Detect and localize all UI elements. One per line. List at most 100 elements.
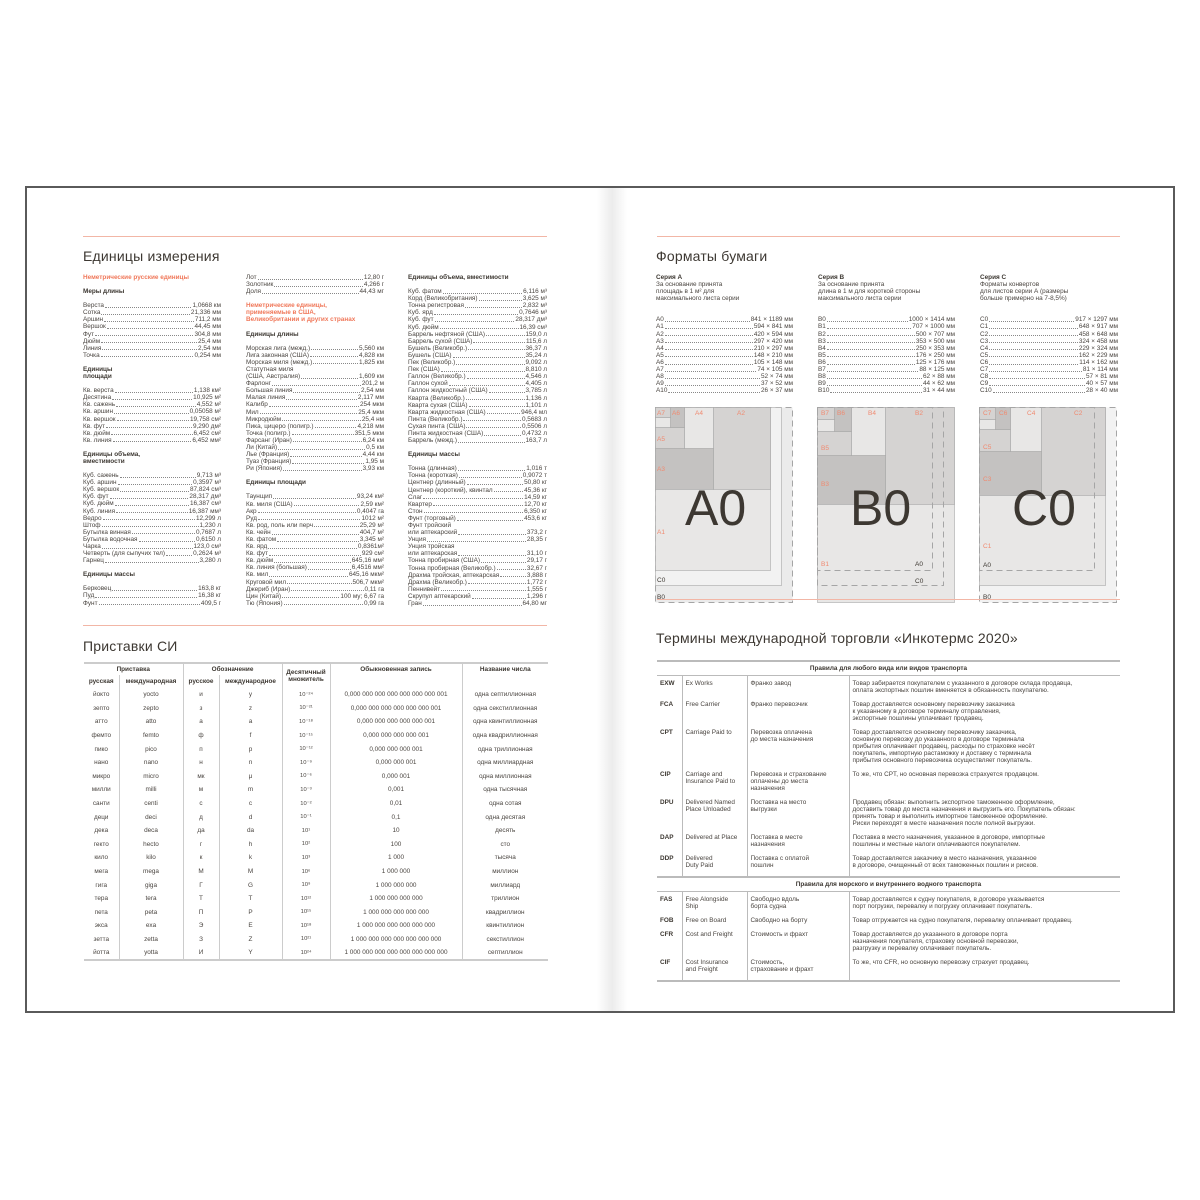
unit-row: Центнер (короткий), квинтал 45,36 кг	[408, 487, 547, 494]
unit-name: B7	[818, 366, 826, 374]
si-cell: П	[182, 905, 219, 920]
unit-name: A5	[656, 351, 664, 359]
unit-value: 210 × 297 мм	[753, 344, 793, 352]
si-cell: да	[182, 823, 219, 838]
unit-value: 324 × 458 мм	[1078, 337, 1118, 345]
unit-name: Пинта (Великобр.)	[408, 415, 463, 423]
incoterms-group-header: Правила для любого вида или видов трансп…	[657, 660, 1120, 676]
unit-row: A0 841 × 1189 мм	[656, 316, 793, 323]
unit-name: Баррель сухой (США)	[408, 337, 473, 345]
unit-value: 0,99 га	[364, 599, 384, 607]
unit-row: Унция 28,35 г	[408, 536, 547, 543]
unit-value: 6,452 см²	[193, 429, 222, 437]
dot-leader	[471, 597, 526, 599]
si-cell: 10⁻¹	[281, 810, 330, 824]
unit-value: 3,888 г	[526, 571, 547, 579]
unit-row: Фарлонг 201,2 м	[246, 380, 384, 387]
si-cell: микро	[92, 772, 111, 780]
dot-leader	[313, 363, 359, 365]
dot-leader	[166, 554, 193, 556]
si-cell: Г	[182, 878, 219, 892]
unit-value: 162 × 229 мм	[1078, 351, 1118, 359]
unit-value: 711,2 мм	[194, 316, 221, 324]
unit-value: 19,758 см²	[189, 415, 221, 423]
series-title: Серия A	[656, 274, 683, 281]
format-label: B1	[821, 561, 829, 568]
si-row: гекто hecto г h 10² 100 сто	[84, 837, 548, 852]
unit-name: Кв. мил	[246, 571, 269, 579]
format-label: A0	[983, 562, 991, 569]
incoterm-row: FOB Free on Board Свободно на борту Товар о…	[657, 917, 1120, 931]
si-cell: 10³	[281, 851, 330, 865]
format-label: B0	[983, 594, 991, 601]
unit-name: A2	[656, 330, 664, 338]
incoterm-row: CIP Carriage and Insurance Paid to Перевозк…	[657, 771, 1120, 799]
dot-leader	[442, 292, 523, 294]
unit-value: 100 му; 6,67 га	[340, 592, 384, 600]
unit-name: Бушель (США)	[408, 351, 452, 359]
unit-value: 458 × 648 мм	[1078, 330, 1118, 338]
unit-name: Стон	[408, 507, 423, 515]
unit-name: Кв. дюйм	[83, 429, 111, 437]
unit-row: Точка 0,254 мм	[83, 352, 221, 359]
unit-name: C0	[980, 316, 989, 324]
incoterms-table: Правила для любого вида или видов трансп…	[657, 660, 1120, 982]
incoterm-desc: Поставка в место назначения, указанное в…	[848, 834, 1120, 855]
unit-value: 114 × 162 мм	[1079, 358, 1118, 366]
unit-value: 1,016 т	[526, 465, 547, 473]
dot-leader	[468, 406, 525, 408]
dot-leader	[116, 512, 188, 514]
unit-value: 44 × 62 мм	[922, 380, 955, 388]
dot-leader	[989, 377, 1085, 379]
si-row: тера tera Т T 10¹² 1 000 000 000 000 триллион	[84, 891, 548, 906]
si-cell: 0,000 000 000 000 001	[329, 728, 462, 743]
si-cell: 10¹²	[281, 891, 330, 906]
dot-leader	[301, 377, 359, 379]
dot-leader	[291, 434, 354, 436]
si-cell: deca	[118, 823, 183, 838]
unit-name: B5	[818, 351, 826, 359]
unit-row: Пек (Великобр.) 9,092 л	[408, 359, 547, 366]
unit-row: Вершок 44,45 мм	[83, 323, 221, 330]
unit-value: 645,16 мм²	[351, 557, 384, 565]
unit-name: Сухая пинта (США)	[408, 422, 466, 430]
dot-leader	[282, 420, 361, 422]
unit-row: Статутная миля	[246, 366, 384, 373]
unit-row: Фунт тройский	[408, 522, 547, 529]
unit-value: 2,59 км²	[360, 500, 384, 508]
unit-row: Пинта жидкостная (США) 0,4732 л	[408, 430, 547, 437]
unit-name: Баррель (межд.)	[408, 437, 457, 445]
incoterm-ru: Перевозка и страхование оплачены до места…	[746, 771, 849, 799]
si-row: атто atto а a 10⁻¹⁸ 0,000 000 000 000 000 001…	[84, 715, 548, 729]
incoterm-desc: То же, что CFR, но основную перевозку ст…	[848, 959, 1120, 982]
format-label: C0	[915, 578, 924, 585]
unit-value: 93,24 км²	[356, 493, 384, 501]
unit-list: Морская лига (межд.) 5,560 км Лига законна…	[246, 345, 384, 473]
dot-leader	[114, 413, 189, 414]
unit-name: Тонна регистровая	[408, 302, 464, 310]
si-cell: kilo	[118, 851, 183, 865]
dot-leader	[257, 278, 363, 280]
dot-leader	[664, 328, 753, 330]
unit-name: Куб. аршин	[83, 479, 117, 487]
unit-value: 81 × 114 мм	[1082, 366, 1118, 374]
unit-row: A9 37 × 52 мм	[656, 380, 793, 387]
format-sheet	[979, 451, 1042, 496]
unit-row: Таунщип 93,24 км²	[246, 493, 384, 500]
unit-value: 201,2 м	[361, 380, 384, 388]
dot-leader	[269, 576, 348, 578]
unit-value: 1,0668 км	[192, 302, 221, 310]
col-number-name: Название числа	[461, 662, 548, 688]
unit-name: Десятина	[83, 394, 112, 402]
si-row: микро micro мк μ 10⁻⁶ 0,000 001 одна миллионна…	[84, 769, 548, 784]
unit-name: Кв. дюйм	[246, 557, 274, 565]
unit-value: 36,37 л	[525, 344, 548, 352]
format-label: C6	[999, 410, 1008, 417]
si-cell: с	[182, 796, 219, 811]
unit-value: 6,116 м³	[523, 288, 547, 296]
format-label: B7	[821, 410, 829, 417]
unit-name: C8	[980, 373, 989, 381]
unit-value: 2,832 м³	[522, 302, 547, 310]
unit-name: Золотник	[246, 281, 274, 289]
unit-row: Баррель (межд.) 163,7 л	[408, 437, 547, 444]
